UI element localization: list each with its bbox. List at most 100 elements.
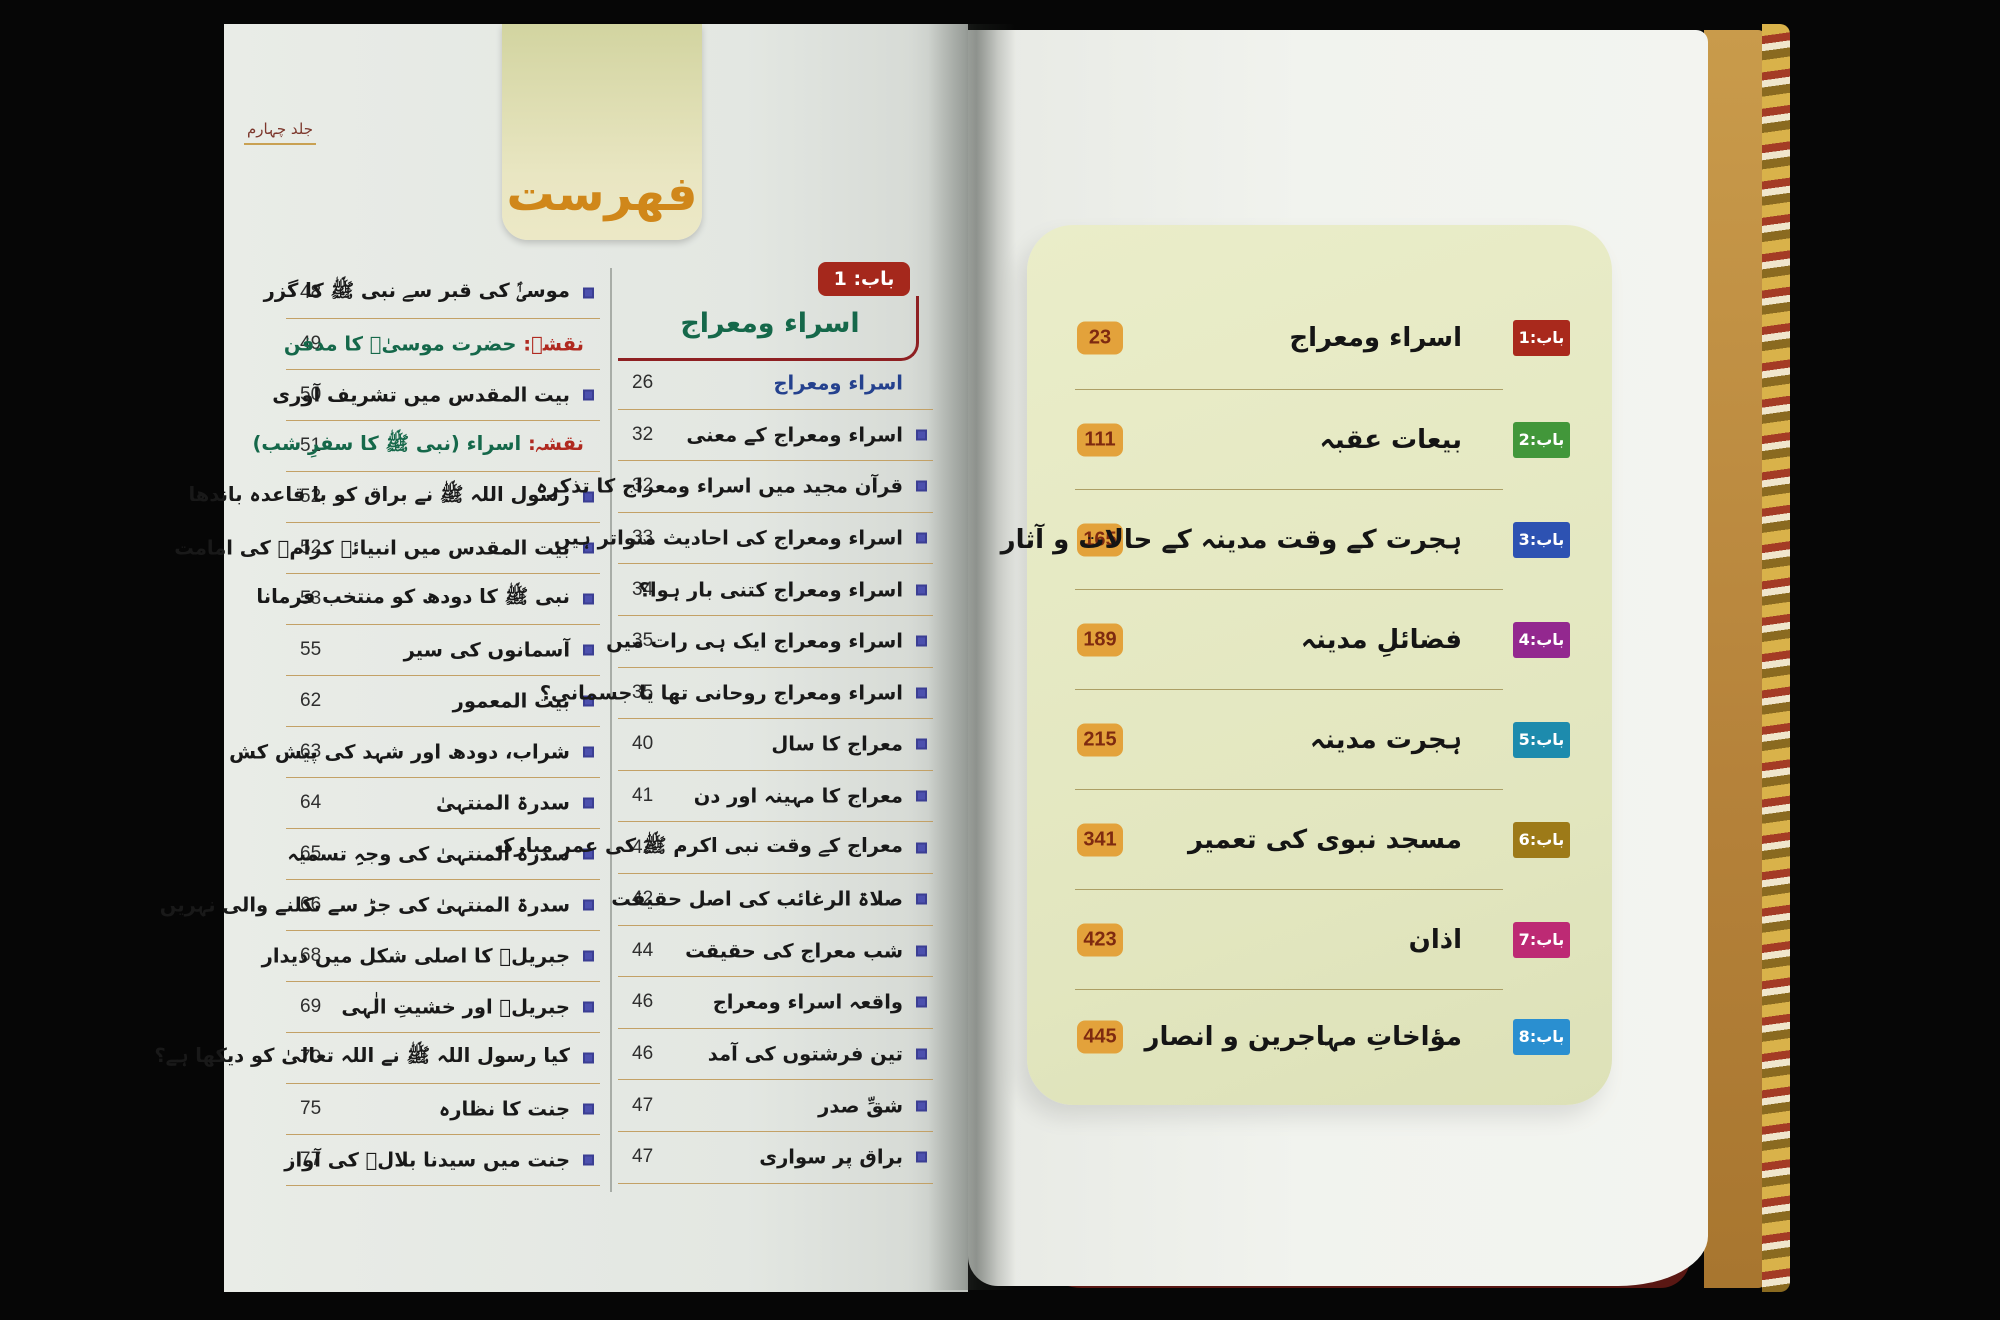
chapter-row: 23 اسراء ومعراج باب:1 (1027, 288, 1612, 388)
toc-row: 68 جبریلؑ کا اصلی شکل میں دیدار (262, 931, 600, 982)
toc-page-number: 50 (300, 384, 322, 405)
chapter-row: 111 بیعات عقبہ باب:2 (1027, 390, 1612, 490)
toc-entry-text: کیا رسول اللہ ﷺ نے اللہ تعالیٰ کو دیکھا … (154, 1044, 570, 1072)
toc-entry-body: حضرت موسیٰؑ کا مدفن (283, 332, 517, 356)
toc-page-number: 33 (632, 527, 654, 549)
bullet-square-icon (583, 1103, 594, 1115)
chapter-page-badge: 445 (1077, 1020, 1123, 1054)
map-prefix-label: نقشہ: (523, 332, 584, 356)
chapter-number-badge: باب:6 (1513, 822, 1570, 858)
toc-row: 62 بیت المعمور (286, 676, 600, 727)
toc-page-number: 32 (632, 475, 654, 497)
toc-row: 52 بیت المقدس میں انبیائے کرامؑ کی امامت (174, 523, 600, 574)
toc-page-number: 42 (632, 836, 654, 858)
toc-row: 75 جنت کا نظارہ (286, 1084, 600, 1135)
chapter-page-badge: 341 (1077, 823, 1123, 857)
toc-row: 64 سدرۃ المنتہیٰ (286, 778, 600, 829)
chapter-page-badge: 111 (1077, 423, 1123, 457)
toc-entry-body: سدرۃ المنتہیٰ (435, 791, 570, 815)
toc-entry-body: اسراء ومعراج (773, 371, 903, 395)
bullet-square-icon (583, 491, 594, 503)
toc-row: 42 صلاۃ الرغائب کی اصل حقیقت (611, 874, 933, 926)
map-prefix-label: نقشہ: (528, 432, 584, 455)
toc-page-number: 69 (300, 996, 322, 1017)
toc-row: 51 نقشہ: اسراء (نبی ﷺ کا سفرِ شب) (252, 421, 600, 472)
toc-entry-body: جبریلؑ کا اصلی شکل میں دیدار (261, 944, 570, 968)
toc-entry-text: براق پر سواری (759, 1146, 903, 1169)
toc-row: 65 سدرۃ المنتہیٰ کی وجہِ تسمیہ (286, 829, 600, 880)
bullet-square-icon (583, 593, 594, 605)
toc-tab: فهرست (502, 24, 702, 240)
chapter-number-badge: باب:4 (1513, 622, 1570, 658)
book-board-edge (1704, 30, 1766, 1288)
toc-entry-body: براق پر سواری (759, 1145, 903, 1169)
chapter-separator-line (1075, 589, 1503, 590)
toc-entry-body: شقِّ صدر (818, 1094, 903, 1118)
toc-entry-text: سدرۃ المنتہیٰ کی وجہِ تسمیہ (287, 843, 570, 866)
bullet-square-icon (583, 797, 594, 809)
bullet-square-icon (916, 480, 927, 492)
chapter-title: بیعات عقبہ (1319, 425, 1462, 455)
toc-row: 77 جنت میں سیدنا بلالؓ کی آواز (284, 1135, 600, 1186)
bullet-square-icon (583, 695, 594, 707)
toc-entry-text: جنت کا نظارہ (439, 1098, 570, 1121)
toc-entry-body: سدرۃ المنتہیٰ کی وجہِ تسمیہ (287, 842, 570, 866)
chapter-page-badge: 23 (1077, 321, 1123, 355)
toc-entry-body: کیا رسول اللہ ﷺ نے اللہ تعالیٰ کو دیکھا … (154, 1044, 570, 1067)
toc-page-number: 55 (300, 639, 322, 660)
chapter-title: مسجد نبوی کی تعمیر (1187, 825, 1462, 855)
chapter-page-badge: 215 (1077, 723, 1123, 757)
toc-entry-text: معراج کے وقت نبی اکرم ﷺ کی عمر مبارک (494, 834, 903, 862)
toc-entry-text: موسیٰؑ کی قبر سے نبی ﷺ کا گزر (264, 279, 570, 307)
toc-entry-text: شراب، دودھ اور شہد کی پیش کش (229, 741, 570, 764)
toc-row: 33 اسراء ومعراج کی احادیث متواتر ہیں (554, 513, 933, 565)
toc-entry-body: معراج کا سال (771, 732, 903, 756)
chapter-row: 423 اذان باب:7 (1027, 890, 1612, 990)
section-chapter-title: اسراء ومعراج (680, 308, 860, 339)
bullet-square-icon (916, 532, 927, 544)
toc-row: 35 اسراء ومعراج روحانی تھا یا جسمانی؟ (540, 668, 933, 720)
bullet-square-icon (583, 1001, 594, 1013)
toc-row: 47 شقِّ صدر (618, 1080, 933, 1132)
toc-entry-text: بیت المقدس میں انبیائے کرامؑ کی امامت (174, 537, 570, 560)
toc-entry-body: اسراء ومعراج کتنی بار ہوا؟ (638, 578, 903, 602)
toc-tab-label: فهرست (506, 166, 698, 222)
chapter-number-badge: باب:8 (1513, 1019, 1570, 1055)
toc-row: 35 اسراء ومعراج ایک ہی رات میں (606, 616, 933, 668)
right-page: 23 اسراء ومعراج باب:1 111 بیعات عقبہ باب… (968, 30, 1708, 1286)
chapter-separator-line (1075, 489, 1503, 490)
decorative-cover-pattern (1762, 24, 1790, 1292)
bullet-square-icon (583, 1154, 594, 1166)
chapter-page-badge: 165 (1077, 523, 1123, 557)
toc-row: 40 معراج کا سال (618, 719, 933, 771)
toc-entry-text: قرآن مجید میں اسراء ومعراج کا تذکرہ (536, 475, 903, 498)
toc-page-number: 35 (632, 630, 654, 652)
toc-entry-text: اسراء ومعراج (773, 372, 903, 395)
chapter-row: 341 مسجد نبوی کی تعمیر باب:6 (1027, 790, 1612, 890)
toc-entry-text: آسمانوں کی سیر (404, 639, 570, 662)
bullet-square-icon (916, 687, 927, 699)
toc-entry-text: صلاۃ الرغائب کی اصل حقیقت (611, 888, 903, 911)
toc-entry-text: معراج کا مہینہ اور دن (694, 785, 903, 808)
toc-page-number: 35 (632, 681, 654, 703)
toc-page-number: 52 (300, 486, 322, 507)
bullet-square-icon (916, 996, 927, 1008)
chapter-page-badge: 189 (1077, 623, 1123, 657)
toc-row: 46 تین فرشتوں کی آمد (618, 1029, 933, 1081)
toc-column-right: 26 اسراء ومعراج 32 اسراء ومعراج کے معنی … (494, 358, 933, 1184)
chapter-title: اذان (1408, 925, 1462, 955)
chapter-list-panel: 23 اسراء ومعراج باب:1 111 بیعات عقبہ باب… (1001, 225, 1612, 1105)
bullet-square-icon (583, 287, 594, 299)
toc-entry-text: جبریلؑ اور خشیتِ الٰہی (341, 996, 570, 1019)
toc-entry-body: واقعہ اسراء ومعراج (712, 990, 903, 1014)
chapter-row: 445 مؤاخاتِ مہاجرین و انصار باب:8 (1027, 987, 1612, 1087)
toc-row: 69 جبریلؑ اور خشیتِ الٰہی (286, 982, 600, 1033)
chapter-separator-line (1075, 389, 1503, 390)
toc-page-number: 68 (300, 945, 322, 966)
chapter-row: 215 ہجرت مدینہ باب:5 (1027, 690, 1612, 790)
chapter-number-badge: باب:2 (1513, 422, 1570, 458)
toc-entry-text: اسراء ومعراج ایک ہی رات میں (606, 630, 903, 653)
toc-row: 70 کیا رسول اللہ ﷺ نے اللہ تعالیٰ کو دیک… (154, 1033, 600, 1084)
toc-page-number: 40 (632, 733, 654, 755)
